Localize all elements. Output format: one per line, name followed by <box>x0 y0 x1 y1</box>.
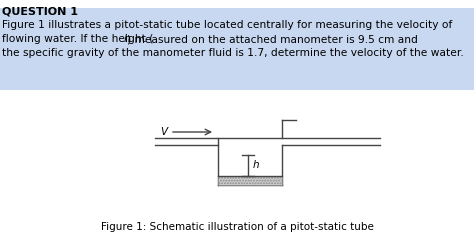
Text: flowing water. If the height (: flowing water. If the height ( <box>2 34 154 44</box>
Text: Figure 1: Schematic illustration of a pitot-static tube: Figure 1: Schematic illustration of a pi… <box>100 222 374 232</box>
Text: h: h <box>253 160 260 171</box>
Text: V: V <box>160 127 167 137</box>
Text: the specific gravity of the manometer fluid is 1.7, determine the velocity of th: the specific gravity of the manometer fl… <box>2 48 464 58</box>
Bar <box>218 176 282 185</box>
Bar <box>0 8 474 90</box>
Text: Figure 1 illustrates a pitot-static tube located centrally for measuring the vel: Figure 1 illustrates a pitot-static tube… <box>2 20 452 30</box>
Text: ) measured on the attached manometer is 9.5 cm and: ) measured on the attached manometer is … <box>128 34 418 44</box>
Text: h: h <box>124 34 130 44</box>
Text: QUESTION 1: QUESTION 1 <box>2 7 78 17</box>
